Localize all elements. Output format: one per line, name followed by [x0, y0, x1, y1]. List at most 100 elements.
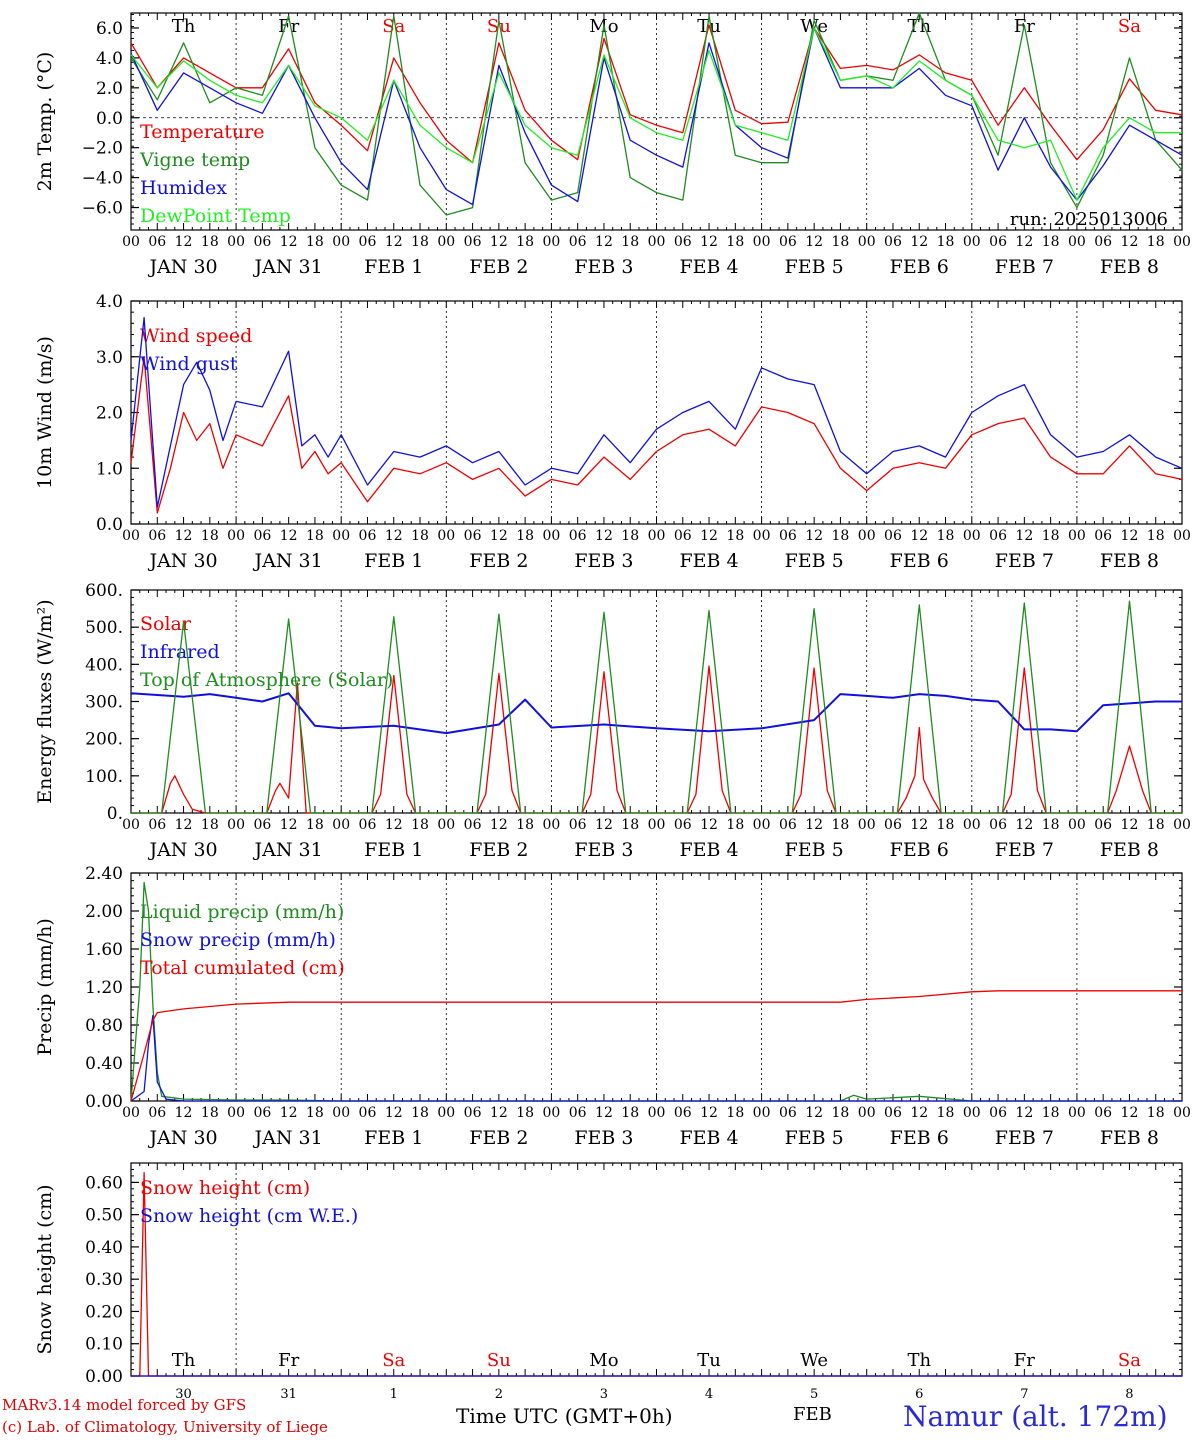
x-hour-label: 12	[175, 234, 193, 250]
x-hour-label: 06	[674, 817, 692, 833]
y-axis-label: Snow height (cm)	[34, 1184, 56, 1354]
y-tick-label: −4.0	[82, 169, 123, 189]
day-of-week-label: Sa	[1118, 1350, 1141, 1371]
y-tick-label: 0.20	[85, 1302, 123, 1322]
x-hour-label: 12	[490, 528, 508, 544]
y-tick-label: −6.0	[82, 199, 123, 219]
x-hour-label: 18	[1042, 817, 1060, 833]
time-axis-label: Time UTC (GMT+0h)	[456, 1404, 673, 1428]
y-tick-label: 2.40	[85, 864, 123, 884]
x-hour-label: 06	[148, 1105, 166, 1121]
day-of-week-label: We	[800, 16, 828, 37]
x-hour-label: 18	[411, 528, 429, 544]
series-line-3	[131, 600, 1182, 814]
x-hour-label: 06	[989, 528, 1007, 544]
x-hour-label: 18	[1147, 817, 1165, 833]
x-hour-label: 12	[805, 817, 823, 833]
x-hour-label: 18	[516, 528, 534, 544]
x-hour-label: 06	[253, 1105, 271, 1121]
x-hour-label: 00	[437, 234, 455, 250]
y-tick-label: 0.60	[85, 1173, 123, 1193]
series-line-4	[130, 27, 1182, 201]
legend-label: Liquid precip (mm/h)	[140, 901, 344, 923]
y-tick-label: 0.40	[85, 1238, 123, 1258]
x-hour-label: 06	[464, 528, 482, 544]
day-of-week-label: Sa	[382, 1350, 405, 1371]
x-hour-label: 18	[937, 528, 955, 544]
x-hour-label: 00	[542, 1105, 560, 1121]
x-hour-label: 06	[989, 817, 1007, 833]
x-hour-label: 12	[280, 1105, 298, 1121]
y-tick-label: 2.0	[96, 79, 123, 99]
x-hour-label: 12	[805, 234, 823, 250]
x-date-label: JAN 31	[253, 550, 323, 572]
x-hour-label: 18	[937, 1105, 955, 1121]
x-hour-label: 18	[516, 1105, 534, 1121]
day-of-week-label: Su	[487, 16, 511, 37]
y-tick-label: 100.	[85, 767, 123, 787]
date-number-label: 5	[810, 1387, 818, 1402]
x-date-label: FEB 7	[995, 839, 1054, 861]
y-tick-label: 4.0	[96, 292, 123, 312]
x-hour-label: 18	[411, 817, 429, 833]
x-date-label: FEB 6	[890, 839, 949, 861]
x-date-label: FEB 8	[1100, 256, 1159, 278]
panel-4: 0.00 0.40 0.80 1.20 1.60 2.00 2.40 Precip (mm/h…	[34, 864, 1191, 1149]
x-hour-label: 12	[175, 1105, 193, 1121]
x-hour-label: 12	[1121, 528, 1139, 544]
x-hour-label: 00	[122, 817, 140, 833]
x-date-label: FEB 7	[995, 256, 1054, 278]
x-date-label: JAN 30	[147, 1127, 217, 1149]
x-date-label: FEB 4	[679, 256, 738, 278]
x-hour-label: 18	[621, 528, 639, 544]
legend-label: DewPoint Temp	[140, 205, 291, 227]
y-tick-label: 0.30	[85, 1270, 123, 1290]
x-hour-label: 00	[122, 234, 140, 250]
series-line-2	[130, 1014, 1182, 1102]
x-hour-label: 12	[805, 1105, 823, 1121]
x-hour-label: 00	[332, 528, 350, 544]
x-hour-label: 06	[359, 817, 377, 833]
legend-label: Humidex	[140, 177, 227, 199]
x-hour-label: 00	[1068, 1105, 1086, 1121]
x-hour-label: 12	[1015, 817, 1033, 833]
x-hour-label: 12	[700, 528, 718, 544]
day-of-week-label: Tu	[697, 1350, 721, 1371]
credit-line-1: MARv3.14 model forced by GFS	[2, 1396, 247, 1414]
panel-2: 0.0 1.0 2.0 3.0 4.0 10m Wind (m/s) 00 06 12 18 00 0…	[34, 292, 1191, 572]
day-of-week-label: Th	[907, 16, 931, 37]
y-tick-label: 0.00	[85, 1092, 123, 1112]
x-hour-label: 18	[201, 817, 219, 833]
x-hour-label: 18	[306, 1105, 324, 1121]
x-hour-label: 06	[569, 1105, 587, 1121]
x-hour-label: 06	[464, 817, 482, 833]
date-number-label: 31	[280, 1387, 297, 1402]
x-hour-label: 06	[1094, 817, 1112, 833]
x-hour-label: 06	[148, 528, 166, 544]
y-tick-label: 0.0	[96, 515, 123, 535]
x-hour-label: 06	[1094, 1105, 1112, 1121]
y-tick-label: 0.0	[96, 109, 123, 129]
y-tick-label: 0.50	[85, 1206, 123, 1226]
x-hour-label: 06	[148, 817, 166, 833]
legend-label: Solar	[140, 613, 192, 635]
x-hour-label: 00	[227, 1105, 245, 1121]
x-date-label: FEB 4	[679, 1127, 738, 1149]
x-hour-label: 18	[306, 528, 324, 544]
x-hour-label: 18	[1042, 528, 1060, 544]
x-hour-label: 12	[280, 528, 298, 544]
x-hour-label: 12	[910, 528, 928, 544]
x-hour-label: 06	[884, 528, 902, 544]
series-line-1	[130, 356, 1183, 514]
series-line-3	[130, 990, 1182, 1102]
x-hour-label: 00	[648, 528, 666, 544]
x-hour-label: 00	[437, 817, 455, 833]
x-date-label: FEB 3	[574, 839, 633, 861]
x-hour-label: 12	[490, 234, 508, 250]
x-hour-label: 06	[674, 234, 692, 250]
y-tick-label: 2.0	[96, 404, 123, 424]
series-line-2	[130, 692, 1182, 735]
date-number-label: 30	[175, 1387, 192, 1402]
x-hour-label: 12	[910, 817, 928, 833]
x-hour-label: 06	[884, 1105, 902, 1121]
